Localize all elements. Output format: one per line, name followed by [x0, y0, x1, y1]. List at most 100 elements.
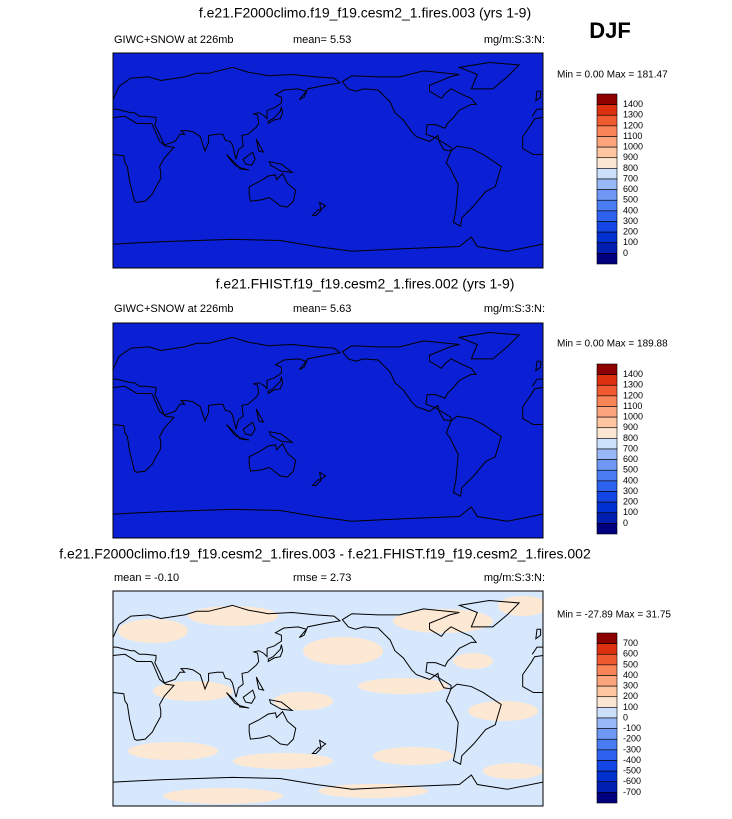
colorbar-label: -600	[623, 776, 641, 786]
colorbar-box	[596, 707, 618, 719]
colorbar-label: 1200	[623, 120, 643, 130]
colorbar-box	[596, 480, 618, 492]
colorbar-box	[596, 374, 618, 386]
colorbar-box	[596, 685, 618, 698]
colorbar-box	[596, 178, 618, 190]
colorbar-box	[596, 93, 618, 105]
map	[112, 590, 544, 807]
colorbar-box	[596, 448, 618, 460]
colorbar-label: 700	[623, 173, 638, 183]
colorbar-label: 900	[623, 422, 638, 432]
colorbar-box	[596, 438, 618, 450]
colorbar-box	[596, 114, 618, 127]
colorbar-label: 200	[623, 497, 638, 507]
subtitle-left: mean = -0.10	[114, 572, 179, 584]
min-max: Min = 0.00 Max = 189.88	[557, 339, 668, 350]
colorbar-box	[596, 728, 618, 740]
colorbar-label: 800	[623, 433, 638, 443]
colorbar-label: 100	[623, 702, 638, 712]
subtitle-left: GIWC+SNOW at 226mb	[114, 303, 234, 315]
colorbar-label: 1400	[623, 369, 643, 379]
colorbar-box	[596, 664, 618, 676]
colorbar-label: 100	[623, 237, 638, 247]
colorbar-box	[596, 242, 618, 254]
colorbar-box	[596, 168, 618, 180]
colorbar-box	[596, 760, 618, 772]
colorbar-box	[596, 738, 618, 751]
colorbar-label: 200	[623, 227, 638, 237]
colorbar-box	[596, 104, 618, 116]
map	[112, 322, 544, 539]
colorbar-box	[596, 157, 618, 169]
colorbar-label: 1400	[623, 99, 643, 109]
colorbar-label: -300	[623, 744, 641, 754]
colorbar-label: 300	[623, 681, 638, 691]
panel-title: f.e21.F2000climo.f19_f19.cesm2_1.fires.0…	[59, 546, 591, 562]
colorbar-box	[596, 146, 618, 159]
colorbar-label: 800	[623, 163, 638, 173]
colorbar-box	[596, 781, 618, 793]
colorbar-box	[596, 675, 618, 687]
colorbar-box	[596, 696, 618, 708]
colorbar-box	[596, 189, 618, 201]
colorbar-box	[596, 427, 618, 439]
colorbar-label: 400	[623, 670, 638, 680]
colorbar-label: 400	[623, 475, 638, 485]
colorbar-box	[596, 363, 618, 375]
colorbar-box	[596, 416, 618, 429]
min-max: Min = 0.00 Max = 181.47	[557, 70, 668, 81]
colorbar-label: 1100	[623, 401, 642, 411]
colorbar-box	[596, 231, 618, 244]
colorbar-box	[596, 512, 618, 524]
units-label: mg/m:S:3:N:	[484, 303, 545, 315]
colorbar-label: 1200	[623, 390, 643, 400]
colorbar-box	[596, 406, 618, 418]
colorbar-label: 0	[623, 712, 628, 722]
colorbar-box	[596, 125, 618, 137]
colorbar-label: 400	[623, 205, 638, 215]
colorbar-label: 1100	[623, 131, 642, 141]
colorbar-label: 200	[623, 691, 638, 701]
colorbar-label: 700	[623, 638, 638, 648]
colorbar-label: 300	[623, 486, 638, 496]
subtitle-middle: mean= 5.63	[293, 303, 351, 315]
colorbar-box	[596, 653, 618, 666]
panel-title: f.e21.F2000climo.f19_f19.cesm2_1.fires.0…	[199, 5, 531, 21]
units-label: mg/m:S:3:N:	[484, 572, 545, 584]
map	[112, 52, 544, 269]
colorbar-label: 100	[623, 507, 638, 517]
colorbar-box	[596, 395, 618, 407]
colorbar-box	[596, 469, 618, 482]
colorbar-box	[596, 717, 618, 729]
min-max: Min = -27.89 Max = 31.75	[557, 610, 671, 621]
colorbar-box	[596, 384, 618, 397]
panel-title: f.e21.FHIST.f19_f19.cesm2_1.fires.002 (y…	[216, 276, 515, 292]
colorbar-label: 500	[623, 659, 638, 669]
colorbar-box	[596, 792, 618, 804]
colorbar-box	[596, 491, 618, 503]
colorbar-box	[596, 459, 618, 471]
colorbar-label: 900	[623, 152, 638, 162]
colorbar-box	[596, 749, 618, 761]
colorbar-label: -400	[623, 755, 641, 765]
colorbar-box	[596, 253, 618, 265]
colorbar-label: -200	[623, 734, 641, 744]
colorbar-box	[596, 501, 618, 514]
colorbar-label: 600	[623, 649, 638, 659]
colorbar-label: -100	[623, 723, 641, 733]
colorbar-label: -500	[623, 766, 641, 776]
colorbar-box	[596, 210, 618, 222]
colorbar-label: 300	[623, 216, 638, 226]
colorbar-label: 1000	[623, 412, 643, 422]
colorbar-box	[596, 770, 618, 783]
colorbar-label: 500	[623, 465, 638, 475]
colorbar-label: 1300	[623, 380, 643, 390]
colorbar-box	[596, 199, 618, 212]
colorbar-box	[596, 136, 618, 148]
colorbar-box	[596, 643, 618, 655]
subtitle-middle: mean= 5.53	[293, 34, 351, 46]
colorbar-label: 600	[623, 454, 638, 464]
season-label: DJF	[589, 18, 631, 43]
colorbar-label: 600	[623, 184, 638, 194]
